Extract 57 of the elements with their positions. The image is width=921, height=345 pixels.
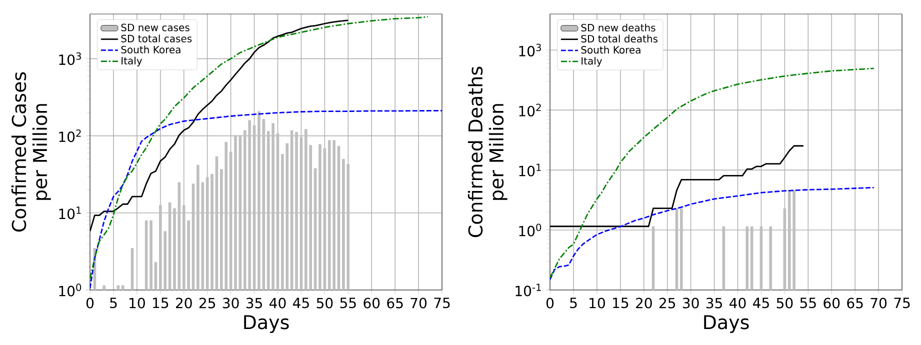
legend-label: SD new cases xyxy=(121,24,190,32)
legend-label: SD total cases xyxy=(121,34,192,42)
y-tick-label: 10$^{3}$ xyxy=(59,52,81,66)
x-tick-label: 20 xyxy=(636,298,652,308)
x-tick-label: 50 xyxy=(776,298,793,308)
x-tick-label: 0 xyxy=(86,298,94,308)
y-tick-label: 10$^{1}$ xyxy=(59,206,81,220)
x-tick-label: 20 xyxy=(176,298,192,308)
x-tick-label: 30 xyxy=(222,298,239,308)
x-tick-label: 45 xyxy=(752,298,769,308)
legend-label: South Korea xyxy=(581,46,640,54)
legend-label: South Korea xyxy=(121,46,180,54)
x-tick-label: 15 xyxy=(153,298,168,308)
line-series xyxy=(90,110,442,290)
y-tick-label: 10$^{2}$ xyxy=(59,129,81,142)
y-tick-label: 10$^{3}$ xyxy=(519,44,541,56)
y-tick-label: 10$^{2}$ xyxy=(519,104,541,116)
y-axis-title: Confirmed Deaths per Million xyxy=(468,66,508,238)
x-tick-label: 40 xyxy=(730,298,746,308)
x-tick-label: 10 xyxy=(590,298,605,308)
x-tick-label: 60 xyxy=(824,298,840,308)
x-tick-label: 45 xyxy=(292,298,309,308)
x-axis-title: Days xyxy=(704,315,749,334)
x-tick-label: 5 xyxy=(570,298,577,308)
line-series xyxy=(90,16,429,280)
x-tick-label: 65 xyxy=(847,298,863,308)
line-series xyxy=(550,68,875,278)
x-tick-label: 75 xyxy=(434,298,450,308)
legend-label: Italy xyxy=(582,56,602,67)
x-tick-label: 75 xyxy=(894,298,910,308)
x-tick-label: 0 xyxy=(546,298,554,308)
x-tick-label: 25 xyxy=(659,298,676,308)
x-tick-label: 65 xyxy=(387,298,403,308)
x-tick-label: 55 xyxy=(340,298,356,308)
line-series xyxy=(550,186,875,280)
x-tick-label: 70 xyxy=(870,298,887,308)
legend-label: SD new deaths xyxy=(581,24,656,32)
x-tick-label: 60 xyxy=(364,298,380,308)
legend-label: SD total deaths xyxy=(581,34,658,43)
legend-label: Italy xyxy=(122,56,142,66)
x-tick-label: 70 xyxy=(410,298,427,308)
x-tick-label: 50 xyxy=(316,298,333,308)
x-tick-label: 30 xyxy=(682,298,699,308)
x-tick-label: 40 xyxy=(270,298,286,308)
y-tick-label: 10$^{0}$ xyxy=(519,224,542,236)
x-tick-label: 35 xyxy=(246,298,262,308)
x-tick-label: 5 xyxy=(110,298,117,308)
y-tick-label: 10$^{1}$ xyxy=(519,164,541,176)
y-tick-label: 10$^{0}$ xyxy=(59,284,82,296)
y-axis-title: Confirmed Cases per Million xyxy=(11,72,51,232)
x-tick-label: 25 xyxy=(199,298,216,308)
x-axis-title: Days xyxy=(244,315,289,334)
x-tick-label: 10 xyxy=(130,298,145,308)
x-tick-label: 55 xyxy=(800,298,816,308)
y-tick-label: 10$^{-1}$ xyxy=(516,284,541,296)
x-tick-label: 35 xyxy=(706,298,722,308)
x-tick-label: 15 xyxy=(613,298,628,308)
